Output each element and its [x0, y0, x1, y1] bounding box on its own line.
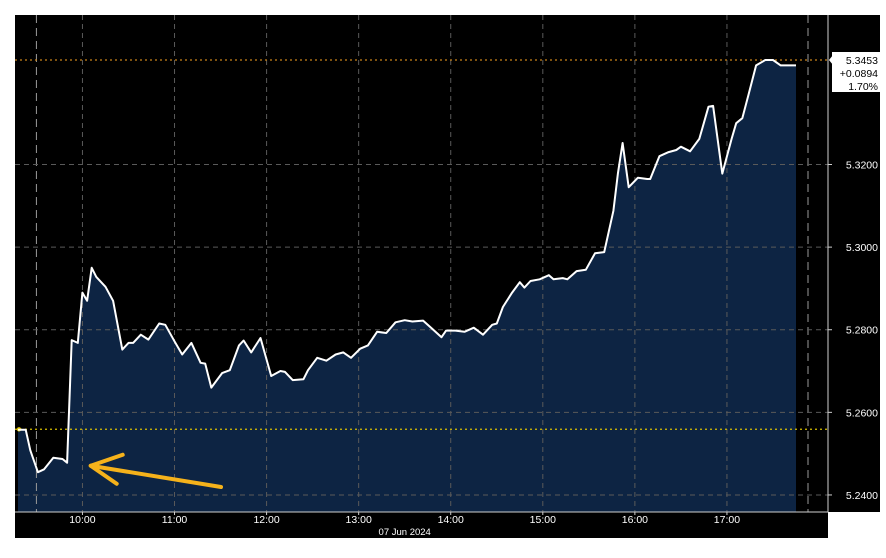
x-tick-label: 17:00 — [714, 514, 740, 526]
y-axis-panel — [828, 15, 880, 512]
annotation-arrow-head — [88, 452, 125, 486]
x-tick-label: 12:00 — [253, 514, 279, 526]
date-label: 07 Jun 2024 — [379, 527, 431, 538]
y-tick-label: 5.2400 — [846, 490, 878, 502]
y-tick-label: 5.3200 — [846, 160, 878, 172]
grid-lines — [15, 15, 828, 512]
annotation-arrow — [88, 452, 223, 489]
price-series-line — [18, 59, 796, 474]
last-value-box — [832, 52, 880, 92]
last-value-pointer — [829, 55, 833, 65]
last-value-change: +0.0894 — [840, 68, 878, 80]
annotation-arrow-shaft — [88, 463, 223, 489]
x-tick-label: 11:00 — [162, 514, 188, 526]
last-value-percent: 1.70% — [848, 81, 878, 93]
x-tick-label: 16:00 — [622, 514, 648, 526]
last-value-price: 5.3453 — [846, 55, 878, 67]
y-tick-label: 5.2800 — [846, 325, 878, 337]
x-tick-label: 15:00 — [530, 514, 556, 526]
x-tick-label: 14:00 — [438, 514, 464, 526]
y-tick-label: 5.3000 — [846, 242, 878, 254]
x-tick-label: 10:00 — [69, 514, 95, 526]
price-area-fill — [18, 60, 796, 512]
x-tick-label: 13:00 — [346, 514, 372, 526]
x-axis-panel — [15, 512, 828, 538]
y-tick-label: 5.2600 — [846, 407, 878, 419]
